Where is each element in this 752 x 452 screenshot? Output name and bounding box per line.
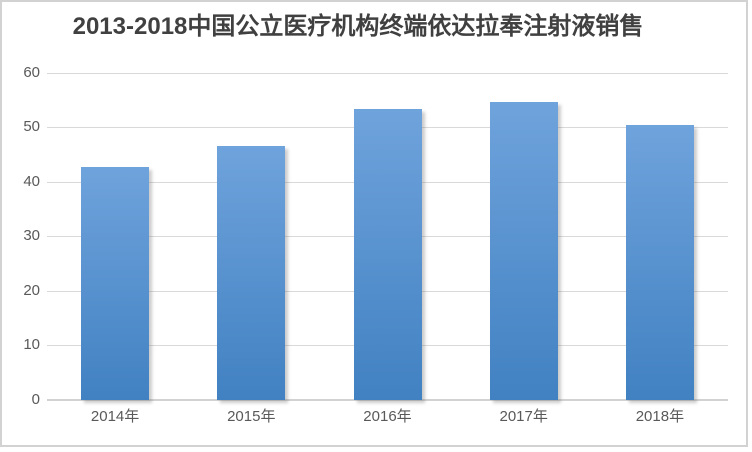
x-axis-line (47, 399, 728, 401)
y-axis-label: 60 (23, 63, 40, 81)
x-axis-label: 2015年 (227, 408, 276, 425)
y-axis-label: 0 (31, 391, 40, 408)
y-axis-label: 30 (23, 227, 40, 245)
bar-2017年 (489, 101, 558, 400)
bar-2016年 (353, 109, 422, 400)
x-axis-label: 2014年 (90, 408, 140, 425)
bar-2014年 (81, 167, 150, 400)
chart-title: 2013-2018中国公立医疗机构终端依达拉奉注射液销售 (72, 13, 644, 40)
y-axis-label: 40 (23, 172, 40, 190)
bar-2018年 (625, 124, 694, 400)
gridline (47, 72, 728, 74)
y-axis-label: 20 (23, 281, 40, 299)
x-axis-label: 2018年 (635, 408, 685, 425)
x-axis-label: 2016年 (363, 408, 412, 425)
y-axis-label: 10 (23, 336, 40, 354)
bar-2015年 (217, 145, 286, 400)
y-axis-label: 50 (23, 118, 40, 136)
x-axis-label: 2017年 (499, 408, 548, 425)
